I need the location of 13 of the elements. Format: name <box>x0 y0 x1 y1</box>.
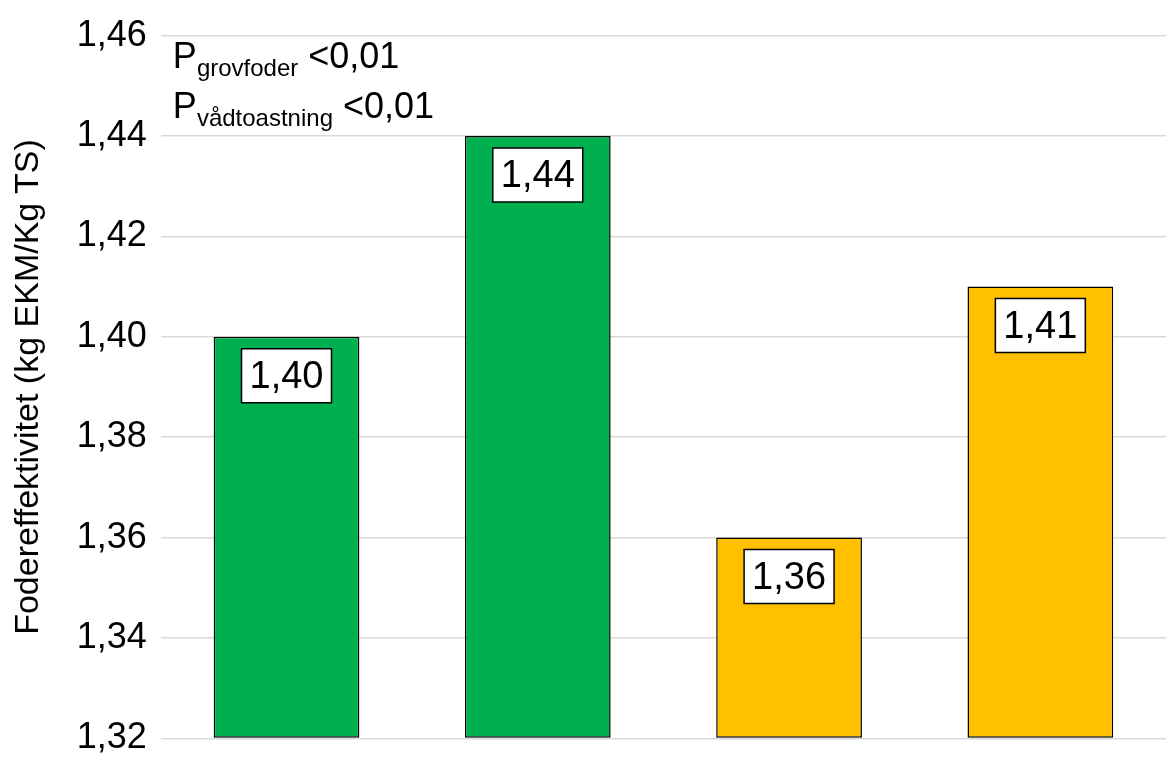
y-tick-label: 1,44 <box>76 112 147 154</box>
data-label: 1,40 <box>249 354 324 397</box>
y-tick-label: 1,38 <box>76 414 147 456</box>
data-label: 1,41 <box>1003 304 1078 347</box>
data-label: 1,36 <box>752 555 827 598</box>
y-tick-label: 1,32 <box>76 715 147 757</box>
y-tick-label: 1,40 <box>76 313 147 355</box>
y-tick-label: 1,34 <box>76 614 147 656</box>
y-tick-label: 1,36 <box>76 514 147 556</box>
y-tick-label: 1,46 <box>76 12 147 54</box>
data-label: 1,44 <box>500 153 575 196</box>
y-tick-label: 1,42 <box>76 213 147 255</box>
y-axis-title: Fodereffektivitet (kg EKM/Kg TS) <box>6 139 45 635</box>
